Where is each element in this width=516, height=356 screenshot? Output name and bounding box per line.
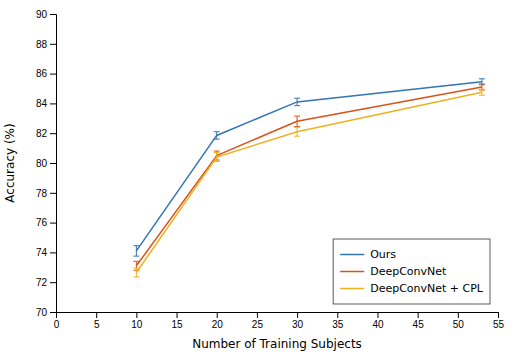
x-tick-mark xyxy=(498,312,499,318)
y-tick-label: 72 xyxy=(36,277,48,288)
y-tick-label: 70 xyxy=(36,307,48,318)
legend-label: Ours xyxy=(370,248,396,261)
x-tick: 35 xyxy=(332,312,344,330)
x-tick: 15 xyxy=(171,312,183,330)
legend: Ours DeepConvNet DeepConvNet + CPL xyxy=(333,239,490,304)
x-tick-label: 0 xyxy=(54,319,60,330)
y-axis-line xyxy=(50,15,57,313)
x-tick-mark xyxy=(377,312,378,318)
x-tick: 20 xyxy=(212,312,224,330)
y-tick-mark xyxy=(50,133,56,134)
y-tick-label: 80 xyxy=(36,158,48,169)
y-tick-mark xyxy=(50,14,56,15)
y-tick-mark xyxy=(50,44,56,45)
y-axis-title: Accuracy (%) xyxy=(3,123,17,202)
x-tick-label: 40 xyxy=(372,319,384,330)
x-tick-label: 50 xyxy=(453,319,465,330)
y-tick: 76 xyxy=(36,217,56,228)
x-tick: 30 xyxy=(292,312,304,330)
y-tick-mark xyxy=(50,193,56,194)
error-bar xyxy=(479,89,485,95)
plot: 0 5 10 15 20 25 30 35 40 45 50 55 70 72 74 76 78 80 82 84 86… xyxy=(36,9,505,330)
x-tick: 10 xyxy=(131,312,143,330)
x-tick-mark xyxy=(257,312,258,318)
y-tick-label: 88 xyxy=(36,39,48,50)
y-tick-mark xyxy=(50,282,56,283)
y-tick-mark xyxy=(50,252,56,253)
y-tick-label: 84 xyxy=(36,98,48,109)
error-bar xyxy=(294,127,300,136)
y-tick-mark xyxy=(50,312,56,313)
y-tick: 90 xyxy=(36,9,56,20)
x-tick-mark xyxy=(217,312,218,318)
legend-swatch xyxy=(340,271,364,273)
x-tick-label: 25 xyxy=(252,319,264,330)
x-tick: 0 xyxy=(54,312,60,330)
y-tick: 84 xyxy=(36,98,56,109)
y-tick-mark xyxy=(50,223,56,224)
y-axis: 70 72 74 76 78 80 82 84 86 88 90 xyxy=(36,9,57,318)
series xyxy=(133,79,485,256)
x-tick-label: 20 xyxy=(212,319,224,330)
x-tick: 40 xyxy=(372,312,384,330)
y-tick-mark xyxy=(50,163,56,164)
x-tick-label: 55 xyxy=(493,319,505,330)
series-line xyxy=(136,82,482,251)
y-tick: 86 xyxy=(36,68,56,79)
error-bar xyxy=(294,98,300,105)
x-tick-label: 45 xyxy=(413,319,425,330)
y-tick-label: 76 xyxy=(36,217,48,228)
y-tick: 72 xyxy=(36,277,56,288)
y-tick: 78 xyxy=(36,188,56,199)
error-bar xyxy=(214,132,220,139)
x-axis-line xyxy=(57,313,499,319)
legend-swatch xyxy=(340,254,364,256)
x-tick-mark xyxy=(96,312,97,318)
y-tick: 80 xyxy=(36,158,56,169)
x-tick-label: 35 xyxy=(332,319,344,330)
x-tick-mark xyxy=(136,312,137,318)
y-tick-label: 82 xyxy=(36,128,48,139)
legend-label: DeepConvNet xyxy=(370,265,447,278)
error-bar xyxy=(133,246,139,256)
x-axis: 0 5 10 15 20 25 30 35 40 45 50 55 xyxy=(54,312,505,330)
x-tick-mark xyxy=(458,312,459,318)
y-tick-label: 90 xyxy=(36,9,48,20)
y-tick-label: 74 xyxy=(36,247,48,258)
legend-swatch xyxy=(340,288,364,290)
x-tick: 5 xyxy=(94,312,100,330)
x-tick-mark xyxy=(337,312,338,318)
x-tick-mark xyxy=(177,312,178,318)
y-tick-label: 86 xyxy=(36,68,48,79)
error-bar xyxy=(133,268,139,277)
legend-box xyxy=(333,239,490,304)
x-tick-label: 10 xyxy=(131,319,143,330)
y-tick-mark xyxy=(50,74,56,75)
x-tick: 55 xyxy=(493,312,505,330)
x-tick-label: 15 xyxy=(171,319,183,330)
y-tick: 74 xyxy=(36,247,56,258)
error-bar xyxy=(214,153,220,162)
x-axis-title: Number of Training Subjects xyxy=(192,337,362,351)
y-tick: 70 xyxy=(36,307,56,318)
x-tick-mark xyxy=(418,312,419,318)
x-tick-label: 30 xyxy=(292,319,304,330)
x-tick: 50 xyxy=(453,312,465,330)
y-tick-label: 78 xyxy=(36,188,48,199)
y-tick: 82 xyxy=(36,128,56,139)
x-tick: 25 xyxy=(252,312,264,330)
x-tick-label: 5 xyxy=(94,319,100,330)
y-tick-mark xyxy=(50,103,56,104)
legend-label: DeepConvNet + CPL xyxy=(370,282,484,295)
error-bar xyxy=(294,116,300,126)
y-tick: 88 xyxy=(36,39,56,50)
chart: 0 5 10 15 20 25 30 35 40 45 50 55 70 72 74 76 78 80 82 84 86… xyxy=(0,0,516,356)
x-tick-mark xyxy=(297,312,298,318)
x-tick: 45 xyxy=(413,312,425,330)
